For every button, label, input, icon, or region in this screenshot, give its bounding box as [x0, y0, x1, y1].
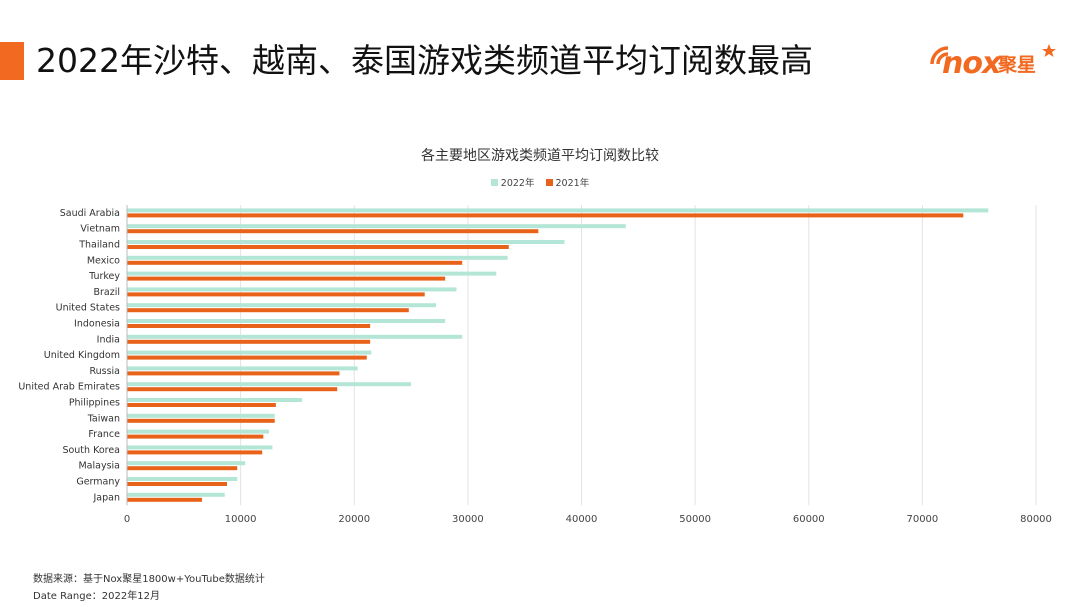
category-label: Thailand — [78, 240, 120, 251]
bar-2021 — [127, 418, 275, 423]
logo-chinese: 聚星 — [998, 54, 1037, 76]
logo-wordmark: nox — [942, 46, 1001, 81]
category-label: United Kingdom — [44, 350, 120, 361]
bar-2022 — [127, 477, 238, 481]
nox-logo: nox 聚星 — [930, 40, 1060, 84]
bar-2021 — [127, 371, 340, 376]
x-tick-label: 20000 — [338, 514, 370, 525]
bar-2022 — [127, 350, 372, 355]
chart-title: 各主要地区游戏类频道平均订阅数比较 — [421, 148, 659, 164]
category-label: Philippines — [69, 398, 120, 409]
title-accent-bar — [0, 42, 24, 80]
category-label: India — [97, 334, 120, 345]
date-range-note: Date Range：2022年12月 — [33, 591, 160, 602]
bar-2022 — [127, 429, 270, 434]
x-tick-label: 30000 — [452, 514, 484, 525]
bar-2021 — [127, 482, 227, 486]
bar-2022 — [127, 287, 457, 292]
bar-2021 — [127, 355, 367, 360]
category-label: Taiwan — [87, 413, 120, 424]
x-tick-label: 40000 — [566, 514, 598, 525]
bar-2021 — [127, 466, 238, 471]
x-tick-label: 80000 — [1020, 514, 1052, 525]
bar-2021 — [127, 450, 263, 455]
category-label: Mexico — [87, 255, 120, 266]
bar-2021 — [127, 339, 371, 344]
x-tick-label: 70000 — [906, 514, 938, 525]
star-icon — [1042, 44, 1056, 57]
bar-2022 — [127, 255, 508, 260]
page-title: 2022年沙特、越南、泰国游戏类频道平均订阅数最高 — [36, 41, 813, 80]
chart-legend: 2022年 2021年 — [0, 175, 1080, 189]
bar-2022 — [127, 492, 225, 497]
bar-2021 — [127, 434, 264, 439]
bar-2021 — [127, 403, 276, 407]
legend-label-2021: 2021年 — [555, 178, 590, 189]
bar-2022 — [127, 398, 302, 402]
x-tick-label: 10000 — [225, 514, 257, 525]
category-label: France — [88, 429, 120, 440]
category-label: Turkey — [88, 271, 120, 282]
category-label: Malaysia — [78, 461, 120, 472]
x-tick-label: 0 — [124, 514, 130, 525]
category-label: Vietnam — [80, 224, 120, 235]
category-label: Russia — [89, 366, 120, 377]
category-label: Brazil — [93, 287, 120, 298]
bar-2021 — [127, 245, 509, 249]
x-tick-label: 60000 — [793, 514, 825, 525]
bar-2021 — [127, 387, 338, 392]
bar-2021 — [127, 497, 202, 502]
bar-2022 — [127, 240, 565, 244]
category-label: Germany — [76, 477, 120, 488]
bar-2022 — [127, 224, 626, 229]
category-label: United Arab Emirates — [18, 382, 120, 393]
x-tick-label: 50000 — [679, 514, 711, 525]
category-label: South Korea — [62, 445, 120, 456]
bar-2021 — [127, 292, 425, 297]
bar-2022 — [127, 319, 446, 323]
bar-2021 — [127, 229, 539, 234]
bar-2022 — [127, 303, 437, 308]
bar-2022 — [127, 271, 497, 276]
bar-2021 — [127, 260, 463, 265]
bar-2022 — [127, 382, 412, 387]
bar-2022 — [127, 413, 275, 418]
legend-label-2022: 2022年 — [500, 178, 535, 189]
category-label: Indonesia — [74, 319, 120, 330]
bar-2021 — [127, 213, 964, 218]
bar-2022 — [127, 461, 246, 466]
bar-2022 — [127, 208, 989, 213]
data-source-note: 数据来源：基于Nox聚星1800w+YouTube数据统计 — [33, 574, 265, 585]
category-label: Saudi Arabia — [60, 208, 120, 219]
bar-2022 — [127, 334, 463, 339]
legend-swatch-2022 — [490, 178, 498, 186]
bar-2021 — [127, 324, 371, 328]
signal-arcs-icon — [930, 46, 949, 65]
legend-swatch-2021 — [545, 178, 553, 186]
category-label: United States — [56, 303, 120, 314]
bar-2021 — [127, 308, 409, 313]
bar-2021 — [127, 276, 446, 281]
legend-item-2022: 2022年 — [490, 175, 535, 189]
legend-item-2021: 2021年 — [545, 175, 590, 189]
bar-2022 — [127, 445, 273, 450]
bar-2022 — [127, 366, 358, 371]
category-label: Japan — [93, 492, 121, 503]
